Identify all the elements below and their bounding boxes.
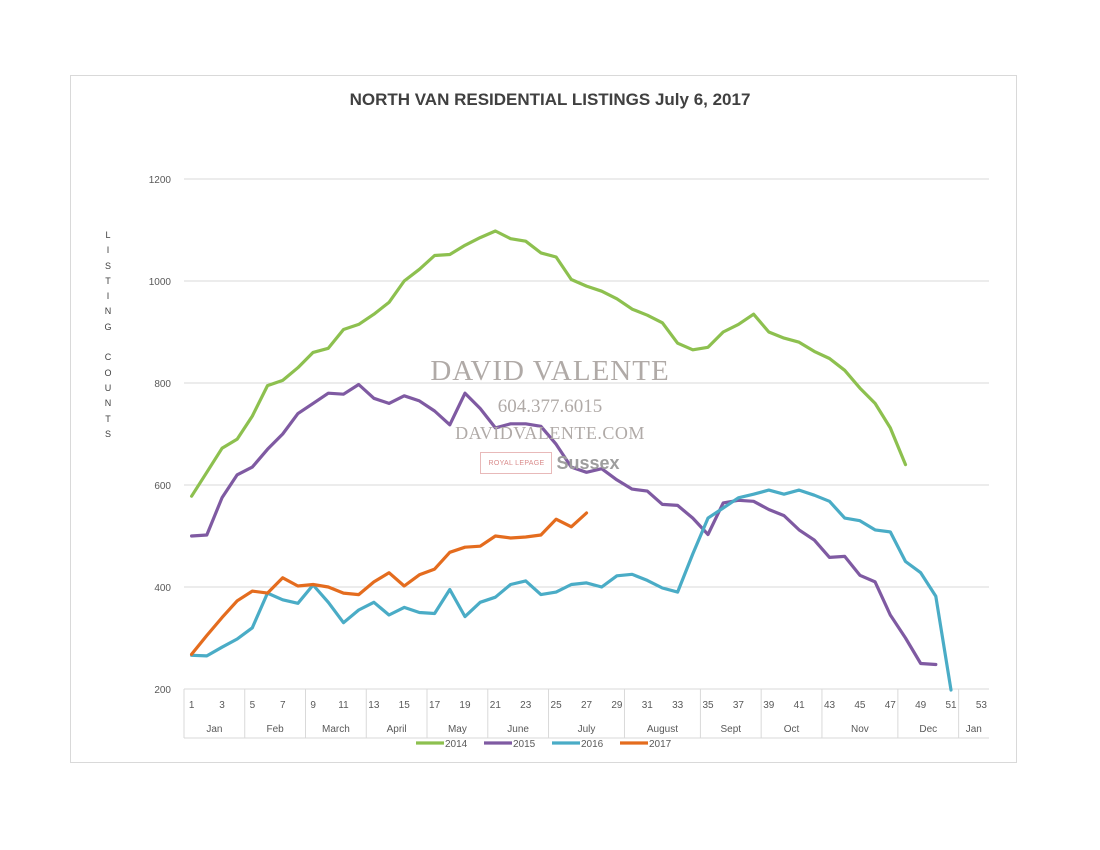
series-line-2016 [190,488,953,692]
x-tick-label: 11 [338,700,349,711]
x-tick-label: 45 [854,700,866,711]
x-axis: 1 3 5 7 9 11 13 15 17 19 21 23 25 27 29 31 33 35 37 39 41 43 4… [183,689,989,739]
x-tick-label: 29 [611,700,623,711]
month-label: Jan [966,724,982,735]
month-label: Sept [721,724,742,735]
series-lines [190,229,953,692]
month-label: Feb [267,724,285,735]
x-tick-label: 3 [219,700,225,711]
month-label: July [578,724,596,735]
month-label: April [387,724,407,735]
x-tick-label: 33 [672,700,684,711]
x-tick-label: 37 [733,700,745,711]
legend-label-2015: 2015 [513,739,536,750]
x-tick-label: 49 [915,700,927,711]
x-tick-label: 1 [189,700,195,711]
month-label: Dec [919,724,937,735]
x-tick-label: 51 [945,700,957,711]
x-tick-label: 15 [399,700,411,711]
x-tick-label: 39 [763,700,775,711]
y-tick-label: 200 [154,685,171,696]
legend-label-2017: 2017 [649,739,672,750]
x-tick-label: 17 [429,700,441,711]
x-tick-label: 41 [794,700,806,711]
x-tick-label: 31 [642,700,654,711]
gridlines [184,178,989,690]
x-tick-label: 23 [520,700,532,711]
x-tick-label: 53 [976,700,988,711]
month-label: Nov [851,724,869,735]
x-tick-label: 5 [250,700,256,711]
legend-label-2014: 2014 [445,739,468,750]
y-tick-label: 800 [154,379,171,390]
x-tick-label: 43 [824,700,836,711]
y-tick-label: 600 [154,481,171,492]
x-tick-label: 47 [885,700,897,711]
y-tick-label: 1000 [149,277,172,288]
month-label: May [448,724,467,735]
x-tick-label: 9 [310,700,316,711]
x-tick-label: 27 [581,700,593,711]
month-label: Jan [206,724,222,735]
series-line-2014 [190,229,908,498]
y-tick-label: 1200 [149,175,172,186]
x-tick-label: 21 [490,700,502,711]
x-tick-label: 19 [459,700,471,711]
y-axis: 200 400 600 800 1000 1200 [149,175,172,696]
month-label: June [507,724,529,735]
x-tick-label: 25 [551,700,563,711]
month-label: March [322,724,350,735]
x-tick-label: 7 [280,700,286,711]
x-tick-label: 35 [702,700,714,711]
y-tick-label: 400 [154,583,171,594]
chart-frame [70,75,1017,763]
series-line-2015 [190,382,938,667]
x-tick-label: 13 [368,700,380,711]
legend-label-2016: 2016 [581,739,604,750]
series-line-2017 [190,511,589,656]
chart-title: NORTH VAN RESIDENTIAL LISTINGS July 6, 2… [349,90,751,109]
month-label: Oct [784,724,800,735]
month-label: August [647,724,678,735]
legend: 2014 2015 2016 2017 [416,739,672,750]
